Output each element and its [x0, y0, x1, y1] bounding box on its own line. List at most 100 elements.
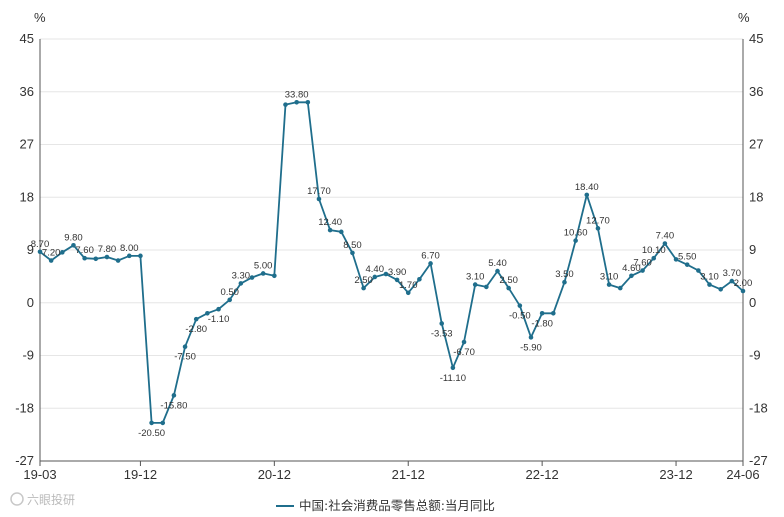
data-point: [361, 285, 366, 291]
data-point: [283, 102, 288, 107]
data-point: [484, 284, 489, 290]
y-tick-label-left: 18: [20, 189, 34, 204]
data-point: [394, 277, 400, 283]
data-label: 17.70: [307, 186, 331, 197]
watermark-logo-icon: [10, 492, 24, 506]
data-point: [718, 286, 723, 292]
data-label: -2.80: [185, 324, 207, 335]
data-label: -15.80: [160, 400, 187, 411]
data-label: 3.50: [555, 269, 574, 280]
data-point: [573, 238, 578, 243]
x-tick-label: 24-06: [726, 467, 759, 482]
data-point: [171, 393, 177, 398]
data-point: [338, 229, 344, 235]
data-point: [539, 311, 545, 316]
data-point: [160, 420, 166, 426]
data-point: [350, 250, 355, 256]
watermark: 六眼投研: [10, 492, 75, 507]
data-point: [383, 271, 389, 277]
series-line-group: [39, 101, 744, 424]
data-label: 12.40: [318, 217, 342, 228]
data-point: [729, 278, 735, 284]
data-label: 1.70: [399, 280, 418, 291]
data-label: 12.70: [586, 215, 610, 226]
data-point: [528, 335, 534, 340]
data-label: 7.20: [42, 248, 61, 259]
data-point: [696, 268, 701, 273]
data-point: [260, 271, 266, 276]
data-point: [205, 311, 210, 316]
data-point: [461, 339, 467, 345]
y-tick-label-left: 36: [20, 84, 34, 99]
x-tick-label: 22-12: [526, 467, 559, 482]
data-point: [272, 273, 277, 279]
data-point: [651, 255, 657, 261]
x-tick-label: 21-12: [392, 467, 425, 482]
data-point: [472, 282, 478, 287]
data-label: 10.60: [564, 228, 588, 239]
data-point: [640, 268, 645, 273]
data-label: 10.10: [642, 245, 666, 256]
x-tick-label: 19-03: [23, 467, 56, 482]
data-label: -1.10: [208, 314, 230, 325]
data-point: [606, 282, 612, 287]
data-point: [71, 243, 76, 248]
gridlines: [40, 38, 743, 462]
data-label: -0.50: [509, 311, 531, 322]
x-tick-label: 23-12: [659, 467, 692, 482]
data-point: [305, 100, 311, 105]
data-point: [506, 285, 511, 291]
data-point: [294, 100, 299, 105]
data-point: [595, 226, 601, 231]
data-point: [60, 250, 65, 255]
data-label: 3.10: [600, 272, 619, 283]
watermark-text: 六眼投研: [27, 492, 75, 507]
data-point: [517, 303, 523, 308]
data-point: [227, 297, 232, 303]
y-tick-label-right: -18: [749, 400, 768, 415]
data-point: [617, 285, 623, 291]
data-point: [740, 288, 746, 294]
data-label: -7.50: [174, 352, 196, 363]
data-point: [562, 279, 567, 285]
legend[interactable]: 中国:社会消费品零售总额:当月同比: [276, 498, 495, 513]
data-label: 18.40: [575, 182, 599, 193]
data-point: [662, 241, 668, 246]
data-point: [405, 290, 411, 296]
data-label: 7.80: [98, 244, 117, 255]
data-point: [93, 256, 99, 262]
x-tick-label: 19-12: [124, 467, 157, 482]
data-point: [495, 268, 500, 274]
data-point: [37, 249, 43, 255]
data-label: 6.70: [421, 250, 440, 261]
data-point: [707, 282, 712, 287]
data-label: -3.53: [431, 328, 453, 339]
y-tick-labels-right: 45 36 27 18 9 0 -9 -18 -27: [749, 31, 768, 468]
data-point: [104, 254, 110, 260]
data-label: -11.10: [440, 373, 466, 384]
data-labels: 8.707.209.80 7.60 7.80 8.00 -20.50 -15.80 -7.5…: [31, 89, 753, 439]
y-axis-unit-right: %: [738, 10, 750, 25]
data-label: -20.50: [138, 428, 165, 439]
y-tick-label-right: 18: [749, 189, 763, 204]
y-tick-label-left: -27: [15, 453, 34, 468]
data-label: 2.50: [499, 275, 518, 286]
data-label: 4.40: [366, 264, 385, 275]
data-point: [316, 196, 322, 202]
data-point: [249, 275, 255, 280]
data-label: 2.00: [734, 278, 753, 289]
y-tick-label-left: 45: [20, 31, 34, 46]
data-label: -1.80: [531, 318, 553, 329]
data-label: 7.40: [656, 231, 675, 242]
data-label: 3.30: [232, 270, 251, 281]
data-label: 7.60: [75, 245, 94, 256]
data-points: [37, 100, 746, 426]
y-tick-label-right: 36: [749, 84, 763, 99]
data-label: 2.50: [354, 275, 373, 286]
y-tick-label-left: 9: [27, 242, 34, 257]
data-label: 5.40: [488, 258, 507, 269]
data-point: [450, 365, 456, 371]
data-point: [115, 258, 121, 263]
y-tick-label-right: -27: [749, 453, 768, 468]
